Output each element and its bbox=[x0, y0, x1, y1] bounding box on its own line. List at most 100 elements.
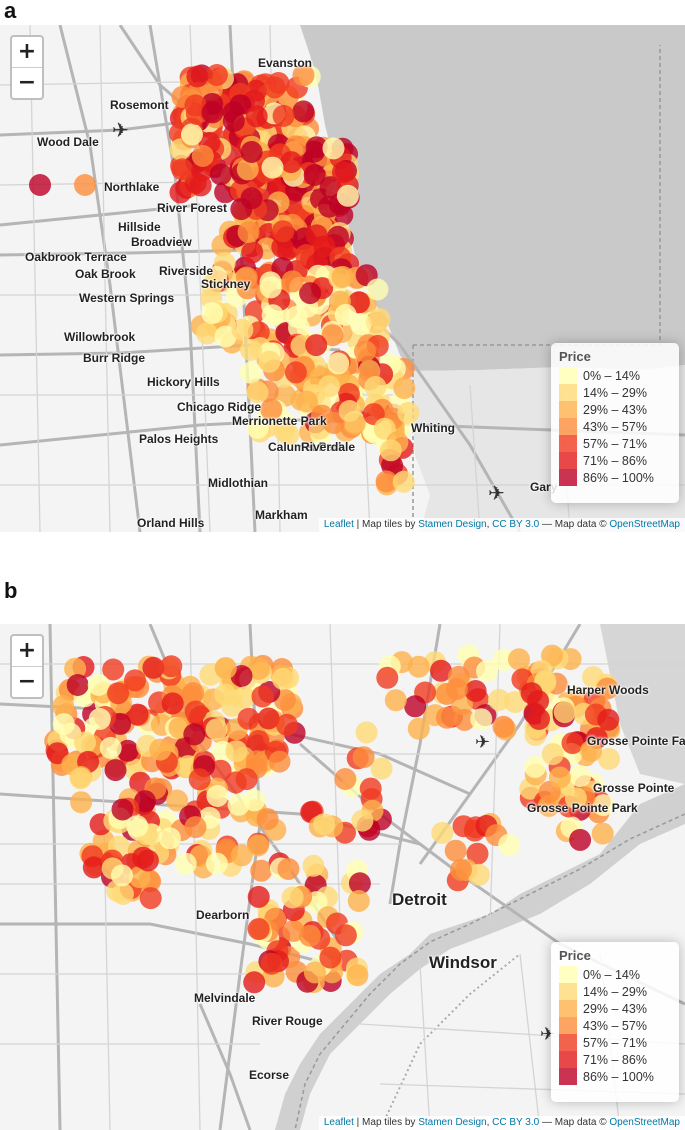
attribution-text: | Map tiles by bbox=[353, 519, 419, 530]
leaflet-link[interactable]: Leaflet bbox=[323, 1117, 354, 1128]
price-marker bbox=[548, 766, 571, 789]
svg-text:✈: ✈ bbox=[112, 118, 129, 142]
price-marker bbox=[508, 648, 530, 671]
price-marker bbox=[271, 667, 294, 690]
price-marker bbox=[205, 852, 228, 875]
price-marker bbox=[528, 708, 550, 730]
price-marker bbox=[272, 419, 295, 442]
osm-link[interactable]: OpenStreetMap bbox=[609, 1117, 680, 1128]
legend-row: 86% – 100% bbox=[559, 469, 671, 486]
price-marker bbox=[444, 839, 467, 862]
price-marker bbox=[347, 890, 370, 912]
price-marker bbox=[158, 827, 181, 850]
place-label: Ecorse bbox=[249, 1068, 290, 1082]
place-label: Windsor bbox=[429, 953, 497, 972]
stamen-link[interactable]: Stamen Design bbox=[418, 1117, 487, 1128]
price-legend: Price 0% – 14% 14% – 29% 29% – 43% 43% – 57… bbox=[551, 942, 679, 1102]
price-marker bbox=[592, 794, 615, 817]
price-marker bbox=[233, 686, 256, 709]
price-marker bbox=[322, 137, 345, 160]
price-marker bbox=[464, 680, 487, 702]
price-marker bbox=[303, 961, 326, 984]
price-marker bbox=[319, 176, 342, 199]
legend-label: 0% – 14% bbox=[583, 368, 640, 383]
price-marker bbox=[268, 750, 291, 773]
price-marker bbox=[171, 158, 194, 181]
price-marker bbox=[236, 277, 259, 300]
price-marker bbox=[355, 721, 378, 744]
price-marker bbox=[200, 274, 223, 297]
legend-label: 86% – 100% bbox=[583, 1069, 654, 1084]
price-marker bbox=[392, 470, 415, 493]
license-link[interactable]: CC BY 3.0 bbox=[492, 519, 540, 530]
price-marker bbox=[107, 682, 130, 705]
price-marker bbox=[181, 123, 203, 146]
price-marker bbox=[334, 768, 357, 790]
price-marker bbox=[209, 163, 232, 186]
place-label: River Forest bbox=[157, 201, 228, 215]
price-marker bbox=[553, 701, 576, 724]
place-label: Whiting bbox=[411, 421, 455, 435]
price-marker bbox=[598, 747, 620, 770]
legend-swatch bbox=[559, 435, 577, 452]
map-basemap: ✈ ✈ bbox=[0, 25, 685, 532]
price-marker bbox=[431, 821, 454, 844]
leaflet-link[interactable]: Leaflet bbox=[323, 519, 354, 530]
price-marker bbox=[225, 740, 248, 763]
legend-swatch bbox=[559, 983, 577, 1000]
price-marker bbox=[206, 785, 229, 807]
price-marker bbox=[321, 324, 344, 347]
price-marker bbox=[305, 334, 328, 357]
place-label: Grosse Pointe bbox=[593, 781, 675, 795]
place-label: Harper Woods bbox=[567, 683, 649, 697]
price-marker bbox=[407, 655, 430, 678]
zoom-out-button[interactable]: − bbox=[17, 669, 37, 694]
price-marker bbox=[277, 858, 300, 880]
price-marker bbox=[298, 924, 321, 947]
price-marker bbox=[305, 224, 328, 247]
price-marker bbox=[492, 715, 515, 738]
price-marker bbox=[466, 842, 489, 865]
price-marker bbox=[393, 377, 416, 400]
price-marker bbox=[184, 700, 207, 723]
price-marker bbox=[111, 798, 134, 821]
place-label: Stickney bbox=[201, 277, 251, 291]
legend-row: 0% – 14% bbox=[559, 367, 671, 384]
price-marker bbox=[259, 276, 282, 299]
price-marker bbox=[292, 100, 315, 123]
stamen-link[interactable]: Stamen Design bbox=[418, 519, 487, 530]
price-marker bbox=[303, 164, 326, 186]
price-marker bbox=[370, 757, 393, 780]
attribution-sep: , bbox=[486, 1117, 493, 1128]
price-marker bbox=[222, 110, 245, 132]
legend-swatch bbox=[559, 469, 577, 486]
map-chicago[interactable]: ✈ ✈ Evanston Rosemont Wood Dale Northlak… bbox=[0, 25, 685, 532]
price-marker bbox=[319, 946, 342, 969]
legend-row: 14% – 29% bbox=[559, 384, 671, 401]
zoom-out-button[interactable]: − bbox=[17, 70, 37, 95]
price-marker bbox=[261, 156, 284, 179]
price-marker bbox=[336, 184, 359, 207]
price-marker bbox=[470, 708, 493, 731]
legend-title: Price bbox=[559, 948, 591, 963]
price-marker bbox=[271, 236, 294, 259]
price-marker bbox=[430, 659, 452, 682]
price-marker bbox=[569, 828, 592, 851]
map-detroit[interactable]: ✈ ✈ Harper Woods Grosse Pointe Farms Gro… bbox=[0, 624, 685, 1130]
price-marker bbox=[348, 872, 371, 895]
zoom-in-button[interactable]: + bbox=[12, 37, 42, 68]
license-link[interactable]: CC BY 3.0 bbox=[492, 1117, 540, 1128]
price-marker bbox=[132, 846, 155, 869]
zoom-in-button[interactable]: + bbox=[12, 636, 42, 667]
legend-swatch bbox=[559, 1068, 577, 1085]
price-marker bbox=[445, 678, 468, 700]
osm-link[interactable]: OpenStreetMap bbox=[609, 519, 680, 530]
price-marker bbox=[126, 703, 149, 726]
place-label: Detroit bbox=[392, 890, 447, 909]
price-marker bbox=[299, 282, 322, 305]
price-marker bbox=[169, 181, 192, 204]
panel-label-b: b bbox=[4, 578, 18, 603]
price-marker bbox=[354, 340, 376, 363]
place-label: Willowbrook bbox=[64, 330, 136, 344]
place-label: Midlothian bbox=[208, 476, 268, 490]
